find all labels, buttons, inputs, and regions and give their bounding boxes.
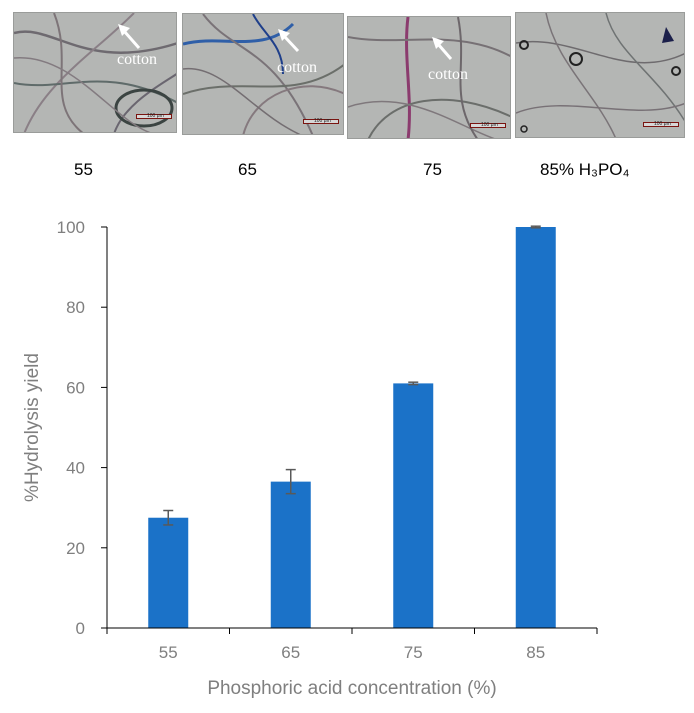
scale-bar-label: 100 μm <box>147 113 164 119</box>
bar-65 <box>270 481 311 628</box>
scale-bar <box>303 119 339 124</box>
micrograph-label-55: 55 <box>74 160 93 179</box>
x-tick-label: 65 <box>281 643 300 662</box>
arrow-icon <box>432 37 453 60</box>
error-bar-65 <box>285 468 296 495</box>
scale-bar-label: 100 μm <box>481 122 498 128</box>
micrograph-65: cotton 100 μm <box>182 13 344 135</box>
micrograph-label-65: 65 <box>238 160 257 179</box>
micrograph-label-85: 85% H₃PO₄ <box>540 160 630 179</box>
arrow-icon <box>118 24 141 49</box>
micrograph-annotation: cotton <box>117 51 157 68</box>
y-axis-title: %Hydrolysis yield <box>22 353 43 502</box>
scale-bar-label: 100 μm <box>654 121 671 127</box>
error-bar-75 <box>408 381 419 386</box>
scale-bar <box>643 122 679 127</box>
micrograph-85: 100 μm <box>515 12 685 138</box>
fiber-image-75 <box>348 17 510 138</box>
scale-bar <box>136 114 172 119</box>
micrograph-55: cotton 100 μm <box>13 12 177 133</box>
y-tick-label: 100 <box>57 218 85 237</box>
y-tick-label: 0 <box>76 619 85 638</box>
y-tick-label: 60 <box>66 378 85 397</box>
x-axis-title: Phosphoric acid concentration (%) <box>207 678 496 699</box>
scale-bar <box>470 123 506 128</box>
error-bar-55 <box>163 509 174 526</box>
x-tick-label: 75 <box>404 643 423 662</box>
bar-55 <box>148 517 189 628</box>
scale-bar-label: 100 μm <box>314 118 331 124</box>
x-tick-label: 55 <box>159 643 178 662</box>
x-tick-label: 85 <box>526 643 545 662</box>
bar-75 <box>393 383 434 628</box>
y-tick-label: 40 <box>66 459 85 478</box>
micrograph-75: cotton 100 μm <box>347 16 511 139</box>
micrograph-label-75: 75 <box>423 160 442 179</box>
micrograph-annotation: cotton <box>277 59 317 76</box>
fiber-image-85 <box>516 13 684 137</box>
y-tick-label: 20 <box>66 539 85 558</box>
arrow-icon <box>278 29 300 53</box>
error-bar-85 <box>530 225 541 229</box>
y-tick-label: 80 <box>66 298 85 317</box>
bar-85 <box>515 227 556 628</box>
micrograph-annotation: cotton <box>428 66 468 83</box>
